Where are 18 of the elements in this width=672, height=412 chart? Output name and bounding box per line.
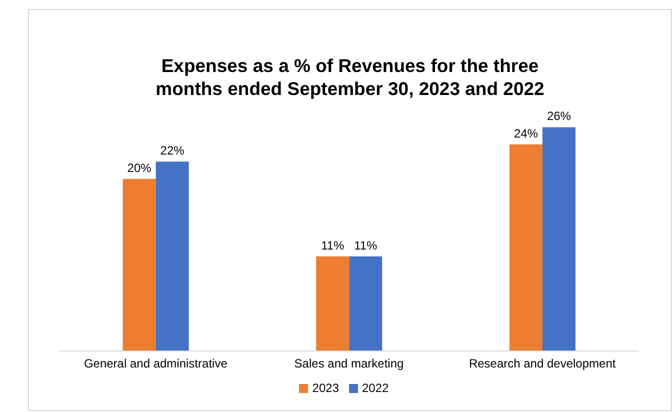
x-tick-label: Research and development xyxy=(468,356,616,371)
bar xyxy=(156,162,189,351)
bar xyxy=(316,256,350,351)
bar xyxy=(542,127,576,351)
bar xyxy=(349,256,382,351)
legend-label: 2022 xyxy=(362,381,389,395)
x-tick-label: Sales and marketing xyxy=(294,356,404,371)
data-label: 24% xyxy=(514,126,538,140)
bar xyxy=(509,144,542,351)
data-label: 20% xyxy=(127,160,152,175)
chart-title: Expenses as a % of Revenues for the three months ended September 30, 2023 and 2022 xyxy=(154,54,546,100)
x-tick-label: General and administrative xyxy=(84,356,228,371)
data-label: 22% xyxy=(160,144,185,158)
data-label: 26% xyxy=(546,109,572,124)
bar xyxy=(122,178,156,351)
data-label: 11% xyxy=(321,238,345,252)
legend-label: 2023 xyxy=(312,381,339,395)
data-label: 11% xyxy=(354,238,378,252)
